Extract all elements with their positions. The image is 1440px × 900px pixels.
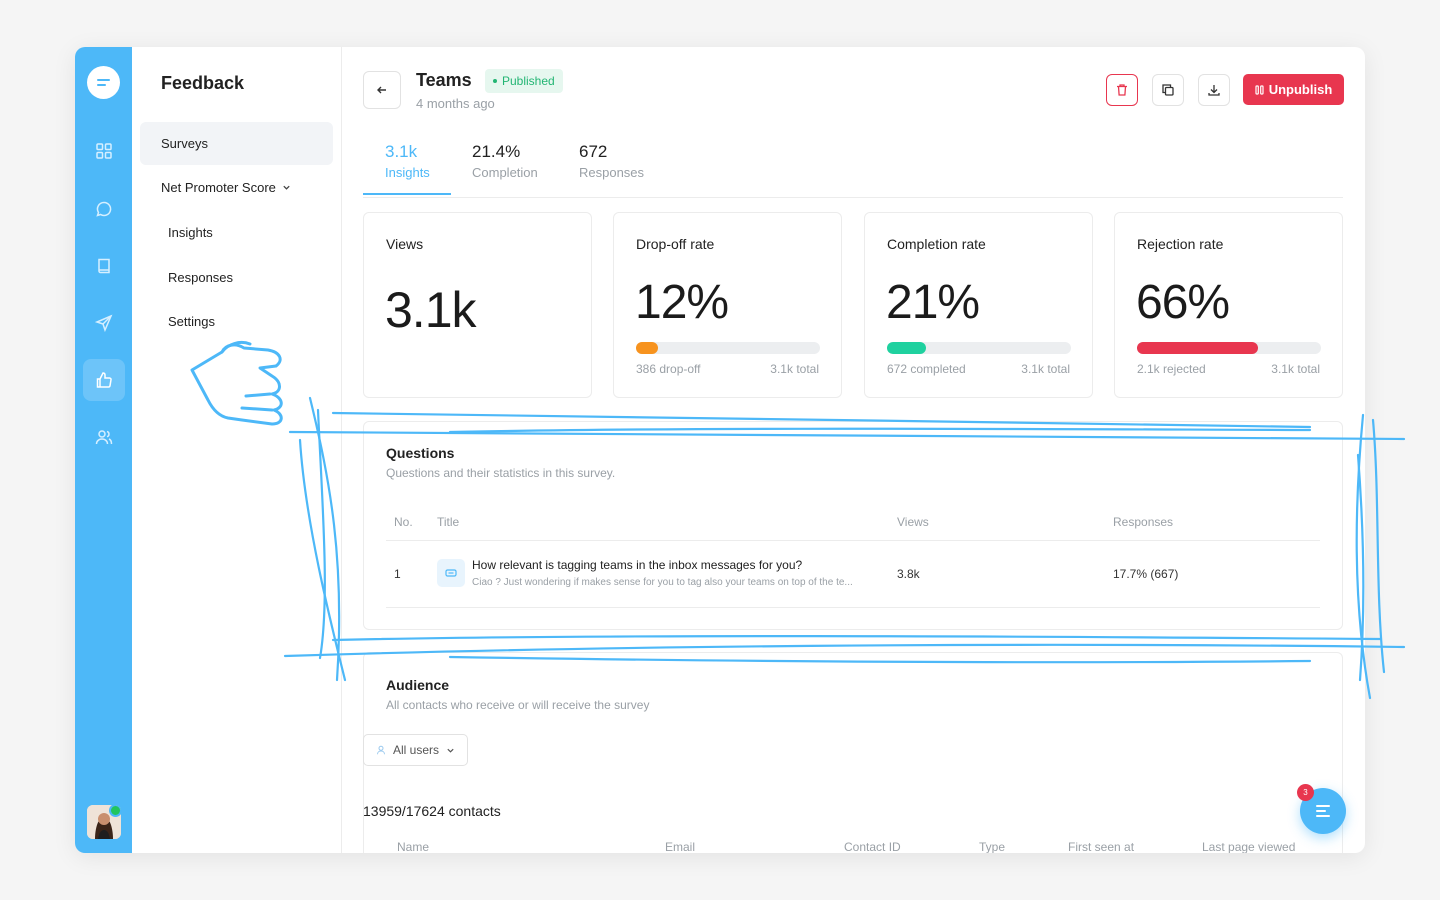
tab-bar: 3.1k Insights 21.4% Completion 672 Respo… bbox=[363, 142, 1343, 198]
chat-logo-icon[interactable] bbox=[87, 66, 120, 99]
column-header-title[interactable]: Title bbox=[437, 515, 460, 529]
sidebar-item-label: Surveys bbox=[161, 136, 208, 151]
message-icon[interactable] bbox=[83, 188, 125, 230]
app-window: Feedback Surveys Net Promoter Score Insi… bbox=[75, 47, 1365, 853]
audience-panel: Audience All contacts who receive or wil… bbox=[363, 652, 1343, 853]
question-title: How relevant is tagging teams in the inb… bbox=[472, 558, 803, 572]
users-icon[interactable] bbox=[83, 416, 125, 458]
page-title: Teams bbox=[416, 70, 472, 90]
chevron-down-icon bbox=[283, 185, 290, 190]
tab-completion[interactable]: 21.4% Completion bbox=[472, 142, 538, 180]
sidebar-item-nps[interactable]: Net Promoter Score bbox=[161, 180, 291, 195]
question-responses: 17.7% (667) bbox=[1113, 567, 1179, 581]
column-header-responses[interactable]: Responses bbox=[1113, 515, 1174, 529]
contacts-count: 13959/17624 contacts bbox=[363, 803, 501, 819]
column-header-contact-id[interactable]: Contact ID bbox=[844, 840, 901, 853]
delete-button[interactable] bbox=[1106, 74, 1138, 106]
icon-rail bbox=[75, 47, 132, 853]
chevron-down-icon bbox=[447, 748, 454, 753]
completion-card: Completion rate 21% 672 completed 3.1k t… bbox=[864, 212, 1093, 398]
chat-icon bbox=[1316, 805, 1330, 817]
questions-panel: Questions Questions and their statistics… bbox=[363, 421, 1343, 630]
notification-badge: 3 bbox=[1297, 784, 1314, 801]
sidebar-item-insights[interactable]: Insights bbox=[168, 225, 213, 240]
progress-bar-fill bbox=[1137, 342, 1259, 354]
progress-bar-fill bbox=[887, 342, 926, 354]
column-header-email[interactable]: Email bbox=[665, 840, 696, 853]
tab-responses[interactable]: 672 Responses bbox=[579, 142, 645, 180]
audience-filter-dropdown[interactable]: All users bbox=[363, 734, 469, 766]
send-icon[interactable] bbox=[83, 302, 125, 344]
progress-bar bbox=[887, 342, 1071, 354]
text-question-icon bbox=[437, 559, 465, 587]
audience-title: Audience bbox=[386, 677, 450, 693]
views-card: Views 3.1k bbox=[363, 212, 592, 398]
question-description: Ciao ? Just wondering if makes sense for… bbox=[472, 577, 853, 588]
user-icon bbox=[377, 745, 385, 755]
main-content: Teams Published 4 months ago Unpublish 3… bbox=[341, 47, 1365, 853]
unpublish-button[interactable]: Unpublish bbox=[1243, 74, 1344, 105]
download-button[interactable] bbox=[1198, 74, 1230, 106]
thumbs-up-icon[interactable] bbox=[83, 359, 125, 401]
sidebar-item-label: Net Promoter Score bbox=[161, 180, 276, 195]
online-status-dot bbox=[109, 805, 121, 817]
progress-bar-fill bbox=[636, 342, 659, 354]
sidebar: Feedback Surveys Net Promoter Score Insi… bbox=[132, 47, 342, 853]
sidebar-title: Feedback bbox=[161, 73, 245, 93]
progress-bar bbox=[1137, 342, 1321, 354]
progress-bar bbox=[636, 342, 820, 354]
dashboard-icon[interactable] bbox=[83, 130, 125, 172]
question-views: 3.8k bbox=[897, 567, 920, 581]
book-icon[interactable] bbox=[83, 245, 125, 287]
trash-icon bbox=[1117, 84, 1127, 96]
audience-subtitle: All contacts who receive or will receive… bbox=[386, 698, 650, 712]
column-header-first-seen[interactable]: First seen at bbox=[1068, 840, 1135, 853]
questions-subtitle: Questions and their statistics in this s… bbox=[386, 466, 616, 480]
sidebar-item-responses[interactable]: Responses bbox=[168, 270, 234, 285]
column-header-no[interactable]: No. bbox=[394, 515, 413, 529]
avatar[interactable] bbox=[87, 805, 121, 839]
rejection-card: Rejection rate 66% 2.1k rejected 3.1k to… bbox=[1114, 212, 1343, 398]
duplicate-button[interactable] bbox=[1152, 74, 1184, 106]
download-icon bbox=[1208, 85, 1220, 96]
questions-title: Questions bbox=[386, 445, 455, 461]
status-badge: Published bbox=[485, 69, 563, 93]
dropoff-card: Drop-off rate 12% 386 drop-off 3.1k tota… bbox=[613, 212, 842, 398]
back-button[interactable] bbox=[363, 71, 401, 109]
page-subtitle: 4 months ago bbox=[416, 96, 495, 111]
arrow-left-icon bbox=[377, 86, 386, 94]
column-header-type[interactable]: Type bbox=[979, 840, 1006, 853]
column-header-views[interactable]: Views bbox=[897, 515, 929, 529]
copy-icon bbox=[1162, 84, 1174, 96]
row-number: 1 bbox=[394, 567, 401, 581]
pause-icon bbox=[1255, 84, 1264, 95]
column-header-last-page[interactable]: Last page viewed bbox=[1202, 840, 1296, 853]
sidebar-item-surveys[interactable]: Surveys bbox=[140, 122, 333, 165]
column-header-name[interactable]: Name bbox=[397, 840, 430, 853]
tab-insights[interactable]: 3.1k Insights bbox=[363, 142, 451, 195]
sidebar-item-settings[interactable]: Settings bbox=[168, 314, 215, 329]
